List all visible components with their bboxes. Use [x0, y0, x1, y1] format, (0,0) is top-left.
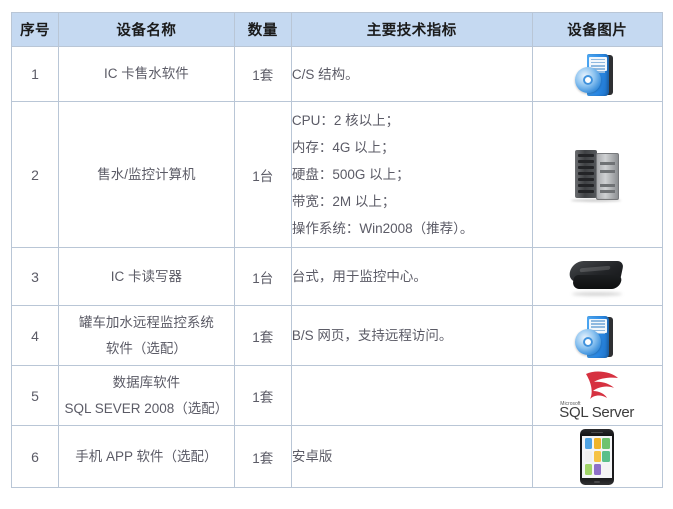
- device-name-line: 罐车加水远程监控系统: [78, 314, 214, 330]
- table-row: 1 IC 卡售水软件 1套 C/S 结构。: [10, 46, 664, 102]
- software-box-icon: [573, 51, 621, 97]
- device-name-line: 软件（选配）: [105, 340, 187, 356]
- cell-spec: B/S 网页，支持远程访问。: [290, 305, 533, 366]
- device-name-line: 数据库软件: [112, 374, 181, 390]
- app-tile: [602, 438, 610, 450]
- image-wrapper: [533, 257, 662, 297]
- device-name-line: 手机 APP 软件（选配）: [75, 448, 218, 464]
- cell-name: 罐车加水远程监控系统 软件（选配）: [58, 305, 235, 366]
- server-computer-icon: [569, 146, 625, 204]
- table-row: 4 罐车加水远程监控系统 软件（选配） 1套 B/S 网页，支持远程访问。: [10, 305, 664, 366]
- table-row: 3 IC 卡读写器 1台 台式，用于监控中心。: [10, 247, 664, 306]
- cell-qty: 1台: [233, 247, 292, 306]
- spec-line: CPU：2 核以上；: [291, 113, 400, 128]
- cell-image: [531, 46, 664, 102]
- app-tile: [584, 438, 593, 450]
- app-tile: [602, 450, 610, 463]
- spec-line: B/S 网页，支持远程访问。: [291, 328, 453, 343]
- image-wrapper: [533, 428, 662, 485]
- cell-qty: 1套: [233, 425, 292, 488]
- device-name-line: 售水/监控计算机: [97, 166, 196, 182]
- cell-no: 5: [10, 365, 60, 426]
- server-tower-left: [575, 149, 598, 198]
- spec-line: 安卓版: [291, 449, 333, 464]
- cell-image: Microsoft SQL Server: [531, 365, 664, 426]
- table-row: 2 售水/监控计算机 1台 CPU：2 核以上； 内存：4G 以上； 硬盘：50…: [10, 101, 664, 248]
- spec-line: 内存：4G 以上；: [291, 140, 395, 155]
- header-row: 序号 设备名称 数量 主要技术指标 设备图片: [10, 12, 664, 47]
- image-wrapper: [533, 146, 662, 204]
- column-header-qty: 数量: [233, 12, 292, 47]
- cell-image: [531, 425, 664, 488]
- cell-name: 手机 APP 软件（选配）: [58, 425, 235, 488]
- cell-no: 2: [10, 101, 60, 248]
- spec-line: 操作系统：Win2008（推荐）。: [291, 221, 474, 236]
- spec-line: 台式，用于监控中心。: [291, 269, 427, 284]
- phone-screen: [582, 435, 613, 478]
- software-disc-hole: [583, 336, 594, 347]
- device-name-line: IC 卡读写器: [110, 268, 183, 284]
- equipment-spec-table: 序号 设备名称 数量 主要技术指标 设备图片 1 IC 卡售水软件 1套 C/S…: [10, 12, 664, 488]
- sql-server-brand-main: SQL Server: [559, 403, 635, 421]
- cell-name: 数据库软件 SQL SEVER 2008（选配）: [58, 365, 235, 426]
- cell-no: 3: [10, 247, 60, 306]
- phone-home-button: [594, 480, 601, 483]
- device-name-line: SQL SEVER 2008（选配）: [64, 400, 229, 416]
- cell-image: [531, 247, 664, 306]
- cell-name: IC 卡售水软件: [58, 46, 235, 102]
- cell-qty: 1套: [233, 305, 292, 366]
- server-shadow: [571, 198, 622, 202]
- app-tile: [593, 438, 601, 450]
- cell-spec: 台式，用于监控中心。: [290, 247, 533, 306]
- cell-spec: [290, 365, 533, 426]
- column-header-no: 序号: [10, 12, 60, 47]
- cell-no: 4: [10, 305, 60, 366]
- app-tile: [593, 463, 601, 475]
- app-tile: [593, 450, 601, 463]
- table-row: 5 数据库软件 SQL SEVER 2008（选配） 1套: [10, 365, 664, 426]
- cell-no: 1: [10, 46, 60, 102]
- image-wrapper: [533, 313, 662, 359]
- cell-name: 售水/监控计算机: [58, 101, 235, 248]
- table-body: 1 IC 卡售水软件 1套 C/S 结构。: [10, 46, 664, 488]
- server-tower-right: [596, 152, 620, 200]
- app-tile: [584, 463, 593, 475]
- sql-server-brand-small: Microsoft: [560, 400, 581, 407]
- app-tile: [602, 463, 610, 475]
- cell-qty: 1套: [233, 46, 292, 102]
- cell-spec: C/S 结构。: [290, 46, 533, 102]
- column-header-spec: 主要技术指标: [290, 12, 533, 47]
- cell-image: [531, 305, 664, 366]
- image-wrapper: Microsoft SQL Server: [533, 370, 662, 421]
- table-header: 序号 设备名称 数量 主要技术指标 设备图片: [10, 12, 664, 47]
- column-header-name: 设备名称: [58, 12, 235, 47]
- cell-spec: 安卓版: [290, 425, 533, 488]
- software-disc-hole: [583, 75, 594, 85]
- spec-line: 带宽：2M 以上；: [291, 194, 396, 209]
- cell-qty: 1套: [233, 365, 292, 426]
- smartphone-icon: [580, 428, 615, 485]
- cell-qty: 1台: [233, 101, 292, 248]
- card-reader-shadow: [572, 291, 623, 296]
- sql-server-swoosh-icon: [586, 370, 619, 399]
- column-header-img: 设备图片: [531, 12, 664, 47]
- cell-spec: CPU：2 核以上； 内存：4G 以上； 硬盘：500G 以上； 带宽：2M 以…: [290, 101, 533, 248]
- server-vents: [578, 153, 595, 196]
- card-reader-icon: [566, 257, 628, 297]
- table-row: 6 手机 APP 软件（选配） 1套 安卓版: [10, 425, 664, 488]
- image-wrapper: [533, 51, 662, 97]
- cell-image: [531, 101, 664, 248]
- card-reader-body: [571, 274, 623, 289]
- spec-line: C/S 结构。: [291, 66, 359, 82]
- software-box-icon: [573, 313, 621, 359]
- cell-name: IC 卡读写器: [58, 247, 235, 306]
- app-tile: [584, 450, 593, 463]
- spec-line: 硬盘：500G 以上；: [291, 167, 410, 182]
- cell-no: 6: [10, 425, 60, 488]
- device-name-line: IC 卡售水软件: [104, 66, 189, 81]
- sql-server-logo-icon: Microsoft SQL Server: [554, 370, 640, 421]
- phone-speaker: [591, 431, 604, 434]
